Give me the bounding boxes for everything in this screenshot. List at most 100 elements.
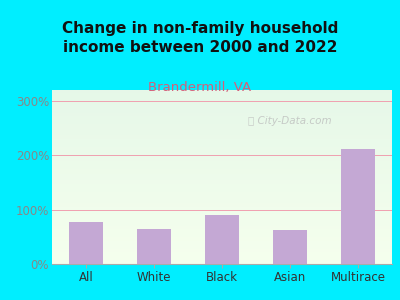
Bar [52, 107, 392, 108]
Bar [52, 233, 392, 234]
Bar [52, 200, 392, 201]
Bar [52, 253, 392, 254]
Bar [52, 211, 392, 212]
Bar [52, 155, 392, 156]
Bar [52, 259, 392, 260]
Bar [52, 185, 392, 186]
Bar [52, 127, 392, 128]
Bar [273, 230, 307, 264]
Bar [52, 174, 392, 175]
Bar [52, 236, 392, 237]
Bar [52, 134, 392, 135]
Bar [52, 186, 392, 187]
Text: Change in non-family household
income between 2000 and 2022: Change in non-family household income be… [62, 21, 338, 55]
Bar [52, 162, 392, 163]
Bar [52, 126, 392, 127]
Bar [137, 229, 171, 264]
Bar [52, 171, 392, 172]
Bar [52, 210, 392, 211]
Bar [52, 100, 392, 101]
Bar [52, 148, 392, 149]
Bar [52, 254, 392, 255]
Bar [52, 221, 392, 222]
Bar [52, 192, 392, 193]
Bar [52, 100, 392, 101]
Bar [52, 244, 392, 245]
Bar [52, 258, 392, 259]
Bar [52, 122, 392, 123]
Bar [52, 164, 392, 165]
Bar [52, 247, 392, 248]
Bar [52, 183, 392, 184]
Bar [52, 102, 392, 103]
Bar [52, 170, 392, 171]
Bar [52, 101, 392, 102]
Bar [52, 158, 392, 159]
Bar [52, 114, 392, 115]
Bar [52, 131, 392, 132]
Bar [52, 188, 392, 189]
Bar [52, 90, 392, 91]
Bar [52, 118, 392, 119]
Bar [52, 194, 392, 195]
Bar [52, 232, 392, 233]
Bar [52, 203, 392, 204]
Bar [52, 117, 392, 118]
Bar [52, 250, 392, 251]
Bar [52, 120, 392, 121]
Bar [52, 116, 392, 117]
Bar [52, 176, 392, 177]
Bar [52, 96, 392, 97]
Bar [52, 206, 392, 207]
Bar [52, 136, 392, 137]
Text: ⓘ City-Data.com: ⓘ City-Data.com [248, 116, 332, 126]
Bar [52, 225, 392, 226]
Bar [52, 201, 392, 202]
Bar [52, 239, 392, 240]
Bar [52, 132, 392, 133]
Bar [52, 109, 392, 110]
Bar [205, 215, 239, 264]
Bar [52, 218, 392, 219]
Bar [52, 124, 392, 125]
Bar [52, 115, 392, 116]
Bar [52, 167, 392, 168]
Bar [52, 111, 392, 112]
Bar [52, 108, 392, 109]
Bar [52, 199, 392, 200]
Bar [52, 153, 392, 154]
Bar [52, 92, 392, 93]
Bar [52, 223, 392, 224]
Bar [52, 160, 392, 161]
Bar [52, 229, 392, 230]
Bar [52, 103, 392, 104]
Bar [52, 243, 392, 244]
Bar [52, 161, 392, 162]
Bar [52, 197, 392, 198]
Bar [52, 209, 392, 210]
Bar [52, 152, 392, 153]
Bar [52, 121, 392, 122]
Bar [52, 263, 392, 264]
Bar [52, 113, 392, 114]
Bar [52, 172, 392, 173]
Bar [341, 149, 375, 264]
Bar [52, 241, 392, 242]
Bar [52, 196, 392, 197]
Bar [52, 156, 392, 157]
Bar [52, 133, 392, 134]
Bar [52, 146, 392, 147]
Bar [52, 93, 392, 94]
Bar [52, 135, 392, 136]
Bar [52, 228, 392, 229]
Bar [52, 204, 392, 205]
Bar [52, 177, 392, 178]
Bar [52, 217, 392, 218]
Bar [52, 140, 392, 141]
Bar [52, 262, 392, 263]
Bar [52, 97, 392, 98]
Bar [52, 160, 392, 161]
Bar [52, 191, 392, 192]
Bar [52, 256, 392, 257]
Bar [52, 238, 392, 239]
